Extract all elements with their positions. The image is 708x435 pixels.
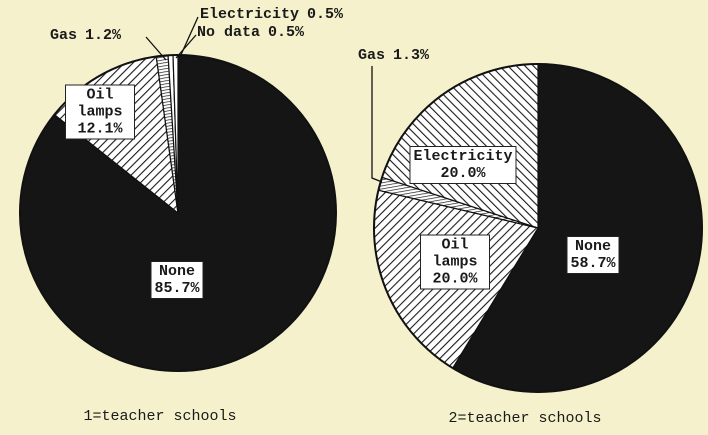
slice-label: Gas 1.3% [358,47,429,64]
slice-value: 12.1% [77,120,123,138]
slice-value: 0.5% [307,6,344,23]
pie-outline [373,63,703,393]
slice-name: None [574,238,612,255]
slice-name: Oil lamps [77,86,123,121]
slice-label: No data 0.5% [197,24,304,41]
slice-name: Gas [50,27,78,44]
slice-label: Oil lamps 20.0% [420,234,490,290]
slice-name: Electricity [200,6,300,23]
slice-label: Electricity 20.0% [409,146,517,184]
slice-name: Oil lamps [432,236,478,271]
slice-label: Gas 1.2% [50,27,121,44]
slice-value: 85.7% [154,280,200,297]
leader-line [145,36,167,61]
slice-value: 20.0% [432,270,478,288]
slice-name: No data [197,24,261,41]
slice-name: Gas [358,47,386,64]
slice-name: Electricity [413,148,513,165]
slice-label: None 58.7% [566,236,620,274]
slice-name: None [158,263,196,280]
chart-title: 2=teacher schools [448,410,602,427]
leader-line [175,34,197,59]
slice-label: Electricity 0.5% [200,6,343,23]
slice-value: 1.2% [85,27,122,44]
leader-line [371,66,383,183]
slice-value: 0.5% [268,24,305,41]
slice-label: Oil lamps 12.1% [65,84,135,140]
chart-title: 1=teacher schools [83,408,237,425]
slice-value: 1.3% [393,47,430,64]
slice-label: None 85.7% [150,261,204,299]
slice-value: 58.7% [570,255,616,272]
slice-value: 20.0% [440,165,486,182]
